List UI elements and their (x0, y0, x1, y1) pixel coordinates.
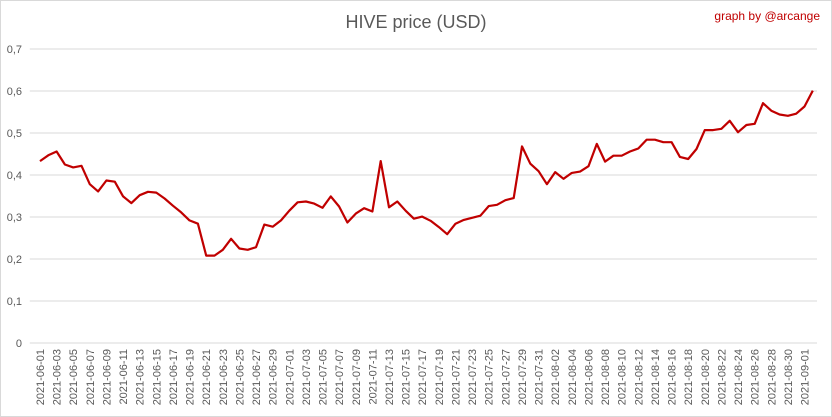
y-tick-label: 0,2 (7, 254, 22, 266)
x-tick-label: 2021-07-27 (500, 349, 512, 405)
x-tick-label: 2021-07-13 (384, 349, 396, 405)
x-tick-label: 2021-06-21 (201, 349, 213, 405)
x-tick-label: 2021-08-06 (583, 349, 595, 405)
x-tick-label: 2021-06-07 (85, 349, 97, 405)
x-tick-label: 2021-06-17 (168, 349, 180, 405)
x-tick-label: 2021-06-29 (268, 349, 280, 405)
x-tick-label: 2021-08-26 (750, 349, 762, 405)
x-tick-label: 2021-06-01 (35, 349, 47, 405)
x-tick-label: 2021-06-05 (68, 349, 80, 405)
x-tick-label: 2021-08-30 (783, 349, 795, 405)
x-tick-label: 2021-07-09 (351, 349, 363, 405)
x-tick-label: 2021-06-03 (52, 349, 64, 405)
x-tick-label: 2021-08-10 (617, 349, 629, 405)
x-tick-label: 2021-07-11 (367, 349, 379, 404)
x-tick-label: 2021-07-17 (417, 349, 429, 405)
y-tick-label: 0,3 (7, 212, 22, 224)
y-tick-label: 0,4 (7, 170, 22, 182)
x-tick-label: 2021-07-29 (517, 349, 529, 405)
x-tick-label: 2021-06-11 (118, 349, 130, 404)
y-tick-label: 0,7 (7, 44, 22, 56)
x-tick-label: 2021-08-22 (716, 349, 728, 405)
x-tick-label: 2021-08-02 (550, 349, 562, 405)
x-tick-label: 2021-07-21 (450, 349, 462, 405)
x-tick-label: 2021-07-05 (318, 349, 330, 405)
x-tick-label: 2021-06-23 (218, 349, 230, 405)
x-tick-label: 2021-07-15 (401, 349, 413, 405)
x-tick-label: 2021-08-18 (683, 349, 695, 405)
x-tick-label: 2021-08-12 (633, 349, 645, 405)
y-tick-label: 0 (16, 338, 22, 350)
x-tick-label: 2021-06-15 (151, 349, 163, 405)
x-tick-label: 2021-08-14 (650, 349, 662, 405)
chart-credit: graph by @arcange (714, 9, 820, 23)
x-tick-label: 2021-08-24 (733, 349, 745, 405)
x-tick-label: 2021-06-25 (234, 349, 246, 405)
y-tick-label: 0,5 (7, 128, 22, 140)
y-tick-label: 0,6 (7, 86, 22, 98)
x-tick-label: 2021-06-09 (101, 349, 113, 405)
x-tick-label: 2021-06-27 (251, 349, 263, 405)
x-tick-label: 2021-07-31 (534, 349, 546, 405)
price-series-line (39, 90, 814, 257)
x-tick-label: 2021-07-03 (301, 349, 313, 405)
x-tick-label: 2021-07-01 (284, 349, 296, 405)
x-tick-label: 2021-09-01 (800, 349, 812, 405)
x-tick-label: 2021-06-19 (185, 349, 197, 405)
x-tick-label: 2021-07-25 (484, 349, 496, 405)
x-tick-label: 2021-08-20 (700, 349, 712, 405)
y-tick-label: 0,1 (7, 296, 22, 308)
x-tick-label: 2021-08-28 (766, 349, 778, 405)
x-tick-label: 2021-08-08 (600, 349, 612, 405)
x-tick-label: 2021-06-13 (135, 349, 147, 405)
x-tick-label: 2021-08-16 (667, 349, 679, 405)
x-tick-label: 2021-07-23 (467, 349, 479, 405)
x-tick-label: 2021-07-07 (334, 349, 346, 405)
chart-title: HIVE price (USD) (345, 12, 487, 32)
x-tick-label: 2021-08-04 (567, 349, 579, 405)
x-tick-label: 2021-07-19 (434, 349, 446, 405)
